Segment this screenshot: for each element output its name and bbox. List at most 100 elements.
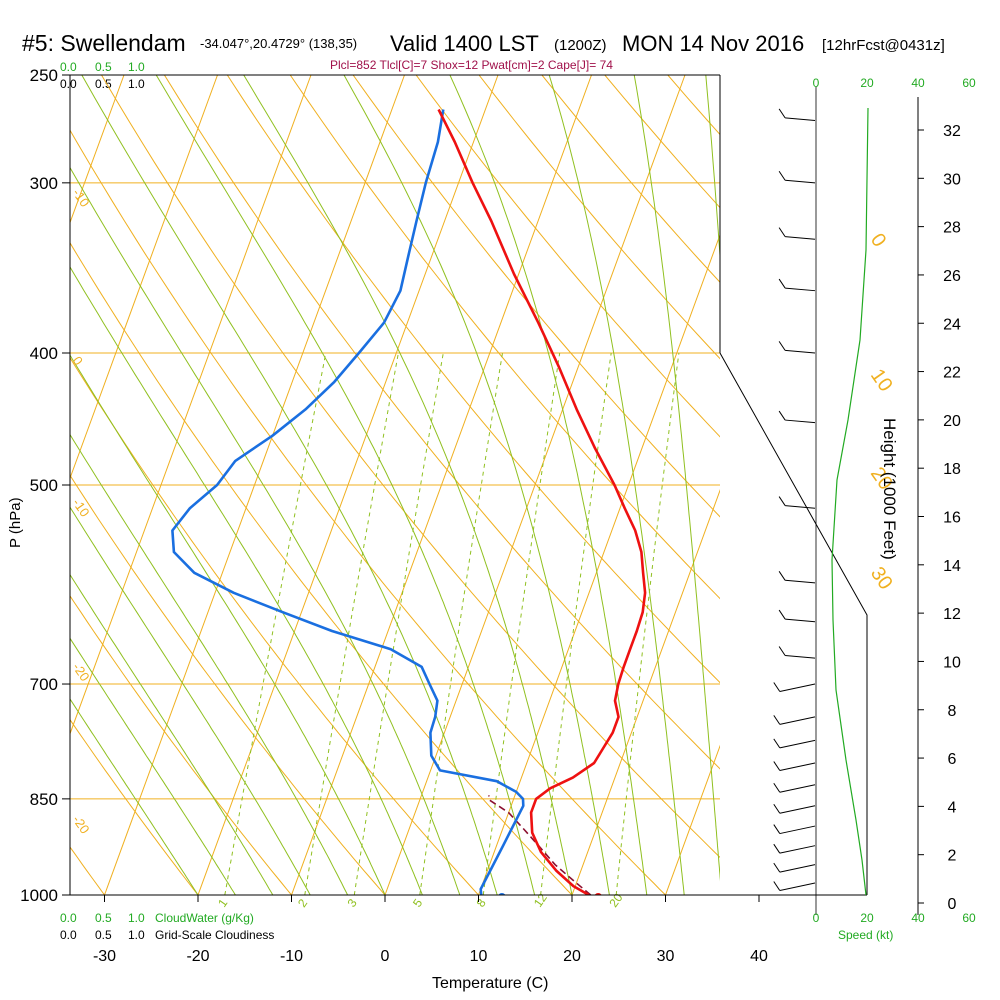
- isotherm-label: -20: [70, 813, 93, 837]
- isotherm-line: [478, 233, 720, 895]
- cl-top-1: 0.5: [95, 77, 112, 91]
- wind-barb-flag: [773, 738, 781, 749]
- speed-axis-title: Speed (kt): [838, 928, 893, 942]
- skewed-right-border: [719, 352, 868, 895]
- height-tick-label: 2: [948, 848, 957, 865]
- isotherm-line: [197, 75, 499, 895]
- wind-barb-flag: [778, 227, 786, 237]
- speed-tick-label: 0: [813, 911, 820, 925]
- pressure-tick-label: 700: [30, 675, 58, 694]
- moist-adiabat: [70, 266, 423, 895]
- temperature-tick-label: 30: [657, 948, 675, 965]
- height-tick-label: 0: [948, 896, 957, 913]
- pressure-tick-label: 1000: [20, 886, 58, 905]
- wind-barb: [785, 349, 816, 354]
- wind-barb-flag: [778, 571, 786, 581]
- x-axis-title: Temperature (C): [432, 975, 548, 992]
- wind-barb-flag: [778, 646, 786, 656]
- station-coords: -34.047°,20.4729° (138,35): [200, 36, 357, 51]
- cl-bot-1: 0.5: [95, 928, 112, 942]
- mixing-ratio-label: 8: [474, 896, 489, 910]
- height-tick-label: 18: [943, 461, 961, 478]
- isotherm-line: [291, 75, 592, 895]
- temperature-tick-label: 10: [470, 948, 488, 965]
- surface-dewpoint-marker: [498, 893, 506, 895]
- dry-adiabat: [70, 595, 292, 895]
- wind-barb-flag: [773, 682, 781, 692]
- dry-adiabat: [731, 75, 1000, 895]
- cw-bot-0: 0.0: [60, 911, 77, 925]
- pressure-tick-label: 300: [30, 174, 58, 193]
- mixing-ratio-line: [419, 352, 503, 895]
- wind-barb-flag: [773, 803, 781, 814]
- temperature-tick-label: 0: [381, 948, 390, 965]
- mixing-ratio-label: 5: [410, 896, 425, 910]
- moist-adiabat: [243, 75, 573, 895]
- wind-barb-flag: [778, 108, 786, 119]
- moist-adiabat: [70, 637, 236, 895]
- height-tick-label: 32: [943, 123, 961, 140]
- wind-barb: [779, 784, 816, 793]
- cloud-water-scale-top: 0.0 0.5 1.0 0.0 0.5 1.0: [60, 60, 145, 91]
- wind-barb-flag: [778, 410, 786, 421]
- parcel-trace: [488, 795, 592, 895]
- dry-adiabats: [70, 75, 1000, 895]
- mixing-ratio-label: 2: [295, 896, 310, 910]
- dry-adiabat: [70, 356, 479, 895]
- mixing-ratio-line: [540, 352, 612, 895]
- pressure-tick-label: 500: [30, 476, 58, 495]
- cl-top-2: 1.0: [128, 77, 145, 91]
- isotherm-line: [665, 744, 720, 895]
- dry-adiabat: [289, 75, 720, 600]
- isotherm-label: 30: [866, 563, 897, 594]
- wind-barb-flag: [773, 715, 781, 725]
- moist-adiabat: [767, 75, 796, 895]
- moist-adiabat: [70, 698, 199, 895]
- height-tick-label: 14: [943, 558, 961, 575]
- height-tick-label: 8: [948, 703, 957, 720]
- speed-tick-label: 0: [813, 76, 820, 90]
- cw-top-0: 0.0: [60, 60, 77, 74]
- dry-adiabat: [70, 718, 199, 895]
- moist-adiabat: [81, 75, 498, 895]
- isotherm-label: -10: [70, 186, 93, 210]
- temperature-tick-label: 20: [563, 948, 581, 965]
- wind-barb: [785, 618, 816, 623]
- wind-barb: [779, 683, 816, 692]
- dry-adiabat: [982, 75, 1000, 895]
- temperature-tick-label: -30: [93, 948, 116, 965]
- height-axis-title: Height (1000 Feet): [880, 418, 899, 560]
- isotherm-line: [70, 75, 218, 480]
- moist-adiabat: [449, 75, 648, 895]
- height-tick-label: 12: [943, 606, 961, 623]
- wind-barb: [785, 236, 816, 240]
- pressure-tick-label: 400: [30, 344, 58, 363]
- moist-adiabat: [70, 166, 461, 895]
- moist-adiabat: [633, 75, 720, 882]
- isotherm-label: 10: [866, 365, 897, 396]
- dry-adiabat: [415, 75, 720, 438]
- height-tick-label: 6: [948, 751, 957, 768]
- wind-barb: [785, 419, 816, 424]
- pressure-tick-label: 250: [30, 66, 58, 85]
- isotherm-label: 0: [866, 229, 890, 251]
- mixing-ratio-label: 1: [215, 896, 230, 910]
- wind-barb-flag: [773, 761, 781, 771]
- temperature-tick-label: 40: [750, 948, 768, 965]
- dry-adiabat: [70, 241, 573, 895]
- wind-barb-flag: [778, 609, 786, 620]
- mixing-ratio-line: [482, 352, 561, 895]
- height-tick-label: 22: [943, 365, 961, 382]
- height-tick-label: 30: [943, 171, 961, 188]
- wind-barb: [779, 716, 816, 725]
- plot-boundary: [69, 74, 868, 915]
- wind-barb: [779, 825, 816, 835]
- y-axis-title: P (hPa): [7, 497, 24, 548]
- temperature-tick-label: -10: [280, 948, 303, 965]
- pressure-tick-label: 850: [30, 790, 58, 809]
- wind-barb-flag: [778, 341, 786, 351]
- dry-adiabat: [226, 75, 720, 684]
- surface-temperature-marker: [594, 893, 602, 895]
- speed-tick-label: 60: [962, 76, 976, 90]
